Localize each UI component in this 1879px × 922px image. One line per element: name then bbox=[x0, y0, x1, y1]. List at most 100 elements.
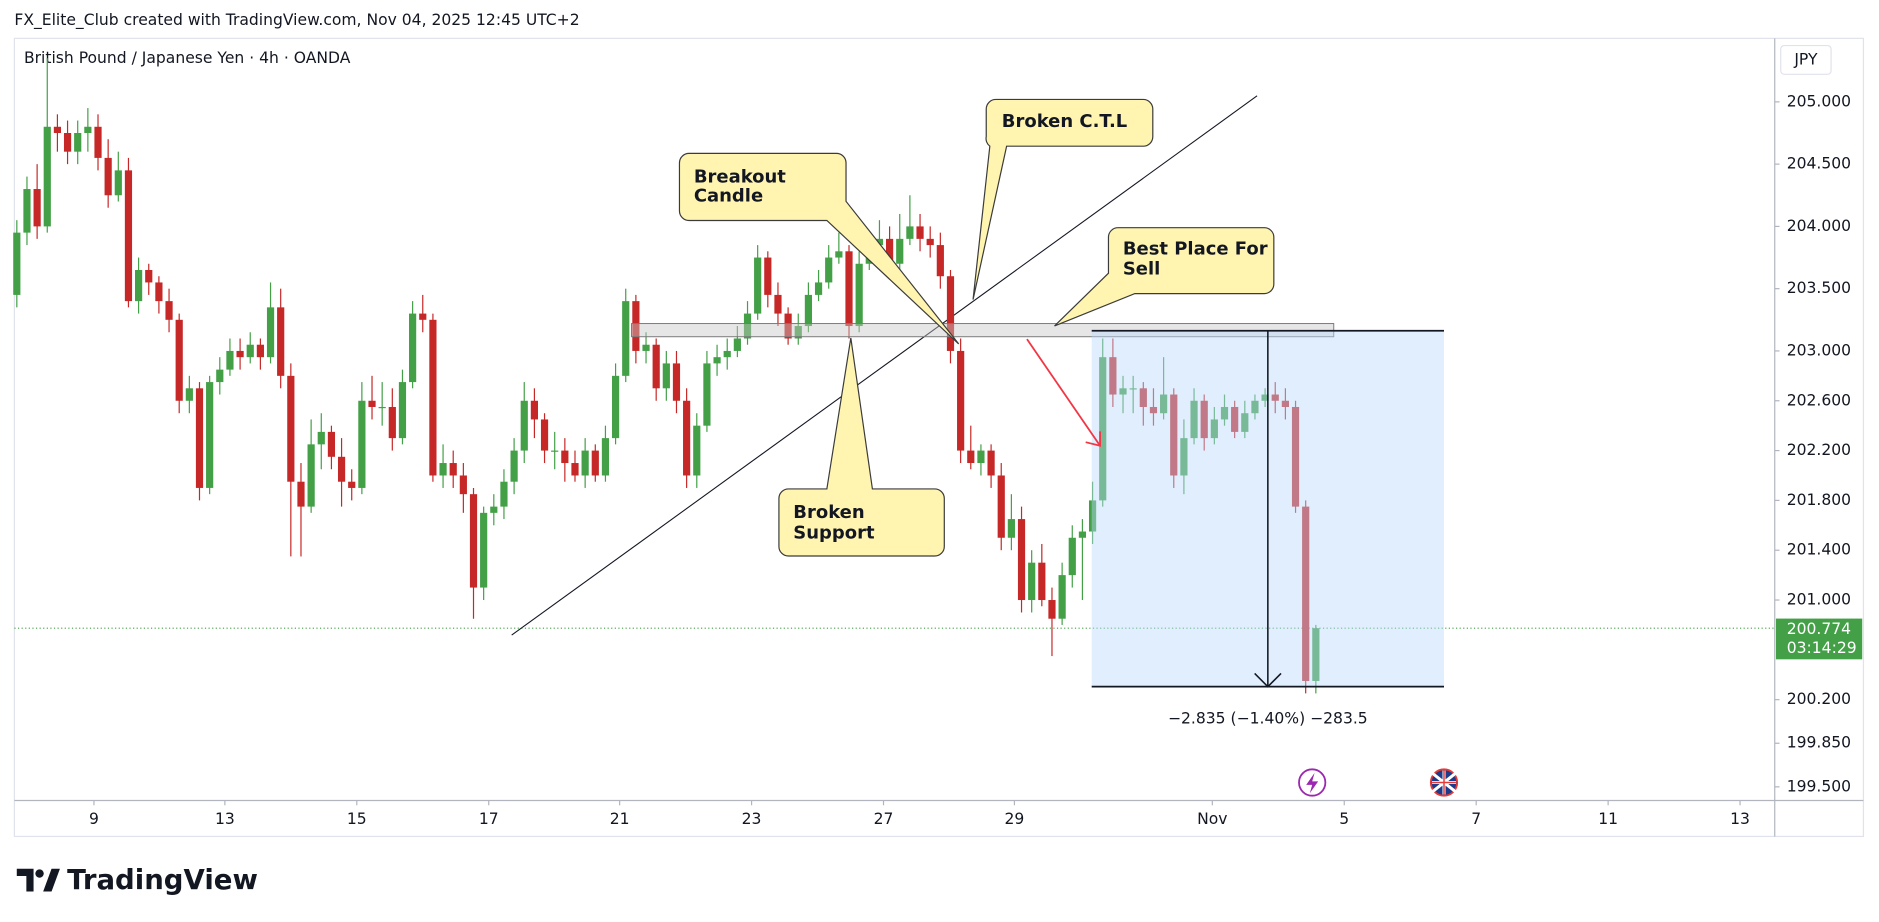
measure-label: −2.835 (−1.40%) −283.5 bbox=[1168, 710, 1368, 728]
candle-body bbox=[266, 307, 275, 358]
y-tick-label: 199.850 bbox=[1787, 734, 1851, 752]
candle-body bbox=[713, 357, 721, 364]
candle-body bbox=[1312, 628, 1320, 681]
candle-body bbox=[388, 406, 396, 439]
candle-body bbox=[845, 251, 853, 327]
candle-body bbox=[997, 475, 1005, 538]
candle-body bbox=[1200, 400, 1208, 439]
candle-body bbox=[13, 232, 21, 295]
y-tick-label: 201.400 bbox=[1787, 541, 1851, 559]
candle-body bbox=[733, 338, 741, 351]
candle-body bbox=[1017, 519, 1026, 601]
candle-body bbox=[1251, 400, 1259, 414]
callout-box bbox=[778, 337, 945, 557]
x-tick-label: 27 bbox=[874, 810, 894, 828]
callout-text: Support bbox=[793, 522, 875, 543]
candle-body bbox=[1160, 394, 1168, 414]
candle-body bbox=[1190, 400, 1198, 439]
x-tick-label: 23 bbox=[742, 810, 762, 828]
y-tick-label: 199.500 bbox=[1787, 777, 1851, 795]
symbol-title: British Pound / Japanese Yen · 4h · OAND… bbox=[24, 49, 351, 67]
candle-body bbox=[530, 400, 538, 420]
candle-body bbox=[236, 350, 244, 358]
callout-box bbox=[678, 152, 960, 345]
candle-body bbox=[1038, 562, 1046, 601]
candle-body bbox=[591, 450, 599, 476]
candle-body bbox=[469, 494, 478, 588]
candle-body bbox=[23, 189, 31, 233]
y-tick-label: 203.500 bbox=[1787, 279, 1851, 297]
candle-body bbox=[216, 369, 224, 383]
x-tick-label: 5 bbox=[1339, 810, 1349, 828]
candle-body bbox=[804, 294, 813, 327]
candle-body bbox=[510, 450, 518, 482]
y-tick-label: 200.200 bbox=[1787, 690, 1851, 708]
candles bbox=[13, 58, 1320, 694]
candle-body bbox=[652, 344, 660, 389]
y-tick-label: 201.800 bbox=[1787, 491, 1851, 509]
candle-body bbox=[348, 481, 356, 488]
y-tick-label: 202.200 bbox=[1787, 441, 1851, 459]
candle-body bbox=[1170, 394, 1178, 476]
candle-body bbox=[1078, 531, 1087, 538]
candle-body bbox=[43, 126, 51, 227]
candle-body bbox=[977, 450, 985, 464]
candle-body bbox=[135, 269, 143, 302]
candle-body bbox=[1028, 562, 1036, 601]
candle-body bbox=[500, 481, 508, 507]
candle-body bbox=[540, 419, 549, 451]
candle-body bbox=[703, 363, 711, 426]
x-tick-label: 15 bbox=[347, 810, 367, 828]
candle-body bbox=[358, 400, 366, 488]
candle-body bbox=[814, 282, 823, 295]
callout-box bbox=[972, 98, 1154, 300]
candle-body bbox=[1109, 357, 1117, 395]
candle-body bbox=[1068, 537, 1076, 576]
trend-line bbox=[511, 95, 1258, 636]
candle-body bbox=[63, 132, 72, 152]
candle-body bbox=[368, 400, 376, 407]
measure-arrowhead bbox=[1254, 672, 1282, 688]
candle-body bbox=[297, 481, 305, 507]
candle-body bbox=[206, 382, 214, 488]
candle-body bbox=[835, 251, 843, 258]
brand-logo bbox=[16, 868, 60, 892]
candle-body bbox=[764, 257, 772, 295]
candle-body bbox=[683, 400, 691, 476]
candle-body bbox=[581, 450, 589, 476]
candle-body bbox=[1088, 500, 1097, 532]
candle-body bbox=[622, 301, 630, 376]
candle-body bbox=[1007, 519, 1015, 538]
brand-name: TradingView bbox=[67, 864, 258, 896]
currency-button[interactable] bbox=[1780, 44, 1832, 75]
candle-body bbox=[124, 170, 133, 302]
candle-body bbox=[601, 438, 610, 476]
header: FX_Elite_Club created with TradingView.c… bbox=[14, 11, 579, 30]
candle-body bbox=[571, 463, 579, 476]
last-price-badge bbox=[1775, 618, 1863, 660]
callout-text: Breakout bbox=[694, 166, 786, 187]
candle-body bbox=[916, 226, 924, 239]
candle-body bbox=[946, 276, 955, 351]
x-tick-label: 17 bbox=[479, 810, 499, 828]
candle-body bbox=[419, 313, 427, 320]
candle-body bbox=[1210, 419, 1218, 439]
candle-body bbox=[1271, 394, 1279, 401]
candle-body bbox=[754, 257, 762, 314]
candle-body bbox=[1261, 394, 1269, 401]
candle-body bbox=[1129, 388, 1137, 390]
candle-body bbox=[1291, 406, 1300, 507]
candle-body bbox=[246, 344, 254, 358]
candle-body bbox=[277, 307, 285, 376]
candle-body bbox=[429, 319, 437, 476]
candle-body bbox=[195, 388, 204, 488]
candle-body bbox=[165, 301, 173, 320]
candle-body bbox=[743, 313, 752, 339]
candle-body bbox=[825, 257, 833, 283]
candle-body bbox=[551, 450, 559, 452]
candle-body bbox=[480, 512, 488, 588]
candle-body bbox=[662, 363, 670, 389]
candle-body bbox=[84, 126, 92, 133]
candle-body bbox=[104, 157, 112, 196]
